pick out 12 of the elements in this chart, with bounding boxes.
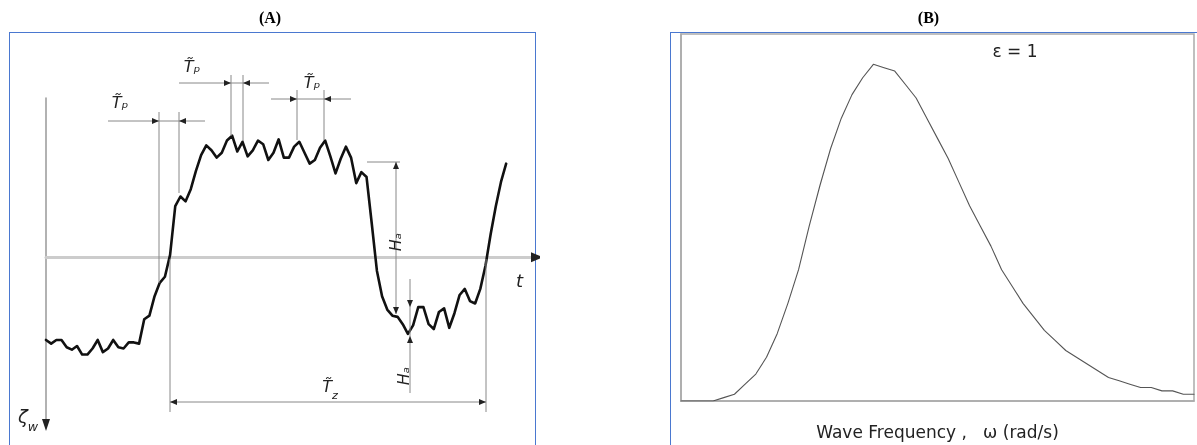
text: T̃ₚ (303, 73, 321, 92)
chart-title: (A) (258, 8, 282, 27)
x-axis-title: t (515, 269, 524, 291)
y-axis-title: ζ$_{w}$ (16, 406, 39, 434)
text: T̃$_{z}$ (322, 377, 339, 402)
text: Hₐ (394, 366, 413, 386)
chart-title: (B) (917, 8, 940, 27)
text: T̃ₚ (111, 93, 129, 112)
text: T̃ₚ (183, 57, 201, 76)
x-axis-title: Wave Frequency , ω (rad/s) (816, 421, 1059, 442)
text: ε = 1 (992, 41, 1038, 61)
annotation: Hₐ (386, 232, 405, 252)
